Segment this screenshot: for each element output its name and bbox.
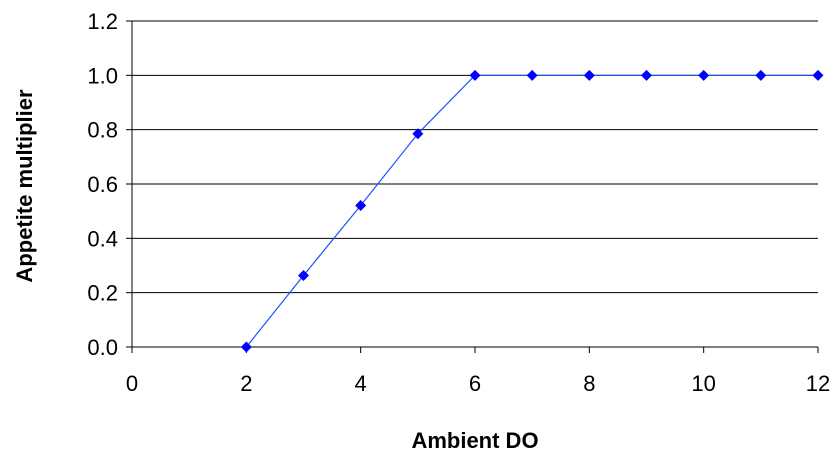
y-tick-label: 0.6 [87, 172, 118, 197]
data-point-marker [469, 69, 481, 81]
y-tick-label: 0.2 [87, 281, 118, 306]
x-tick-label: 10 [691, 371, 715, 396]
data-point-marker [698, 69, 710, 81]
data-point-marker [641, 69, 652, 81]
data-point-marker [240, 341, 252, 353]
x-tick-label: 2 [240, 371, 252, 396]
x-tick-label: 0 [126, 371, 138, 396]
data-point-marker [812, 69, 824, 81]
series-markers [240, 69, 824, 353]
y-tick-label: 0.0 [87, 335, 118, 360]
series-line [245, 74, 818, 348]
data-point-marker [526, 69, 538, 81]
gridlines [132, 20, 818, 294]
x-tick-label: 12 [806, 371, 830, 396]
data-point-marker [298, 270, 309, 282]
y-tick-label: 0.4 [87, 226, 118, 251]
x-tick-label: 8 [583, 371, 595, 396]
data-point-marker [355, 199, 367, 211]
data-point-marker [583, 69, 595, 81]
y-tick-label: 1.2 [87, 9, 118, 34]
x-tick-label: 6 [469, 371, 481, 396]
axes [126, 20, 819, 353]
y-tick-label: 0.8 [87, 118, 118, 143]
data-point-marker [412, 128, 424, 140]
data-point-marker [755, 69, 767, 81]
y-axis-title: Appetite multiplier [12, 89, 37, 283]
x-axis-title: Ambient DO [411, 428, 538, 453]
y-tick-label: 1.0 [87, 63, 118, 88]
tick-labels: 0.0 0.2 0.4 0.6 0.8 1.0 1.2 0 2 4 6 8 10 12 [87, 9, 830, 396]
x-tick-label: 4 [355, 371, 367, 396]
series-line-path [245, 74, 818, 348]
